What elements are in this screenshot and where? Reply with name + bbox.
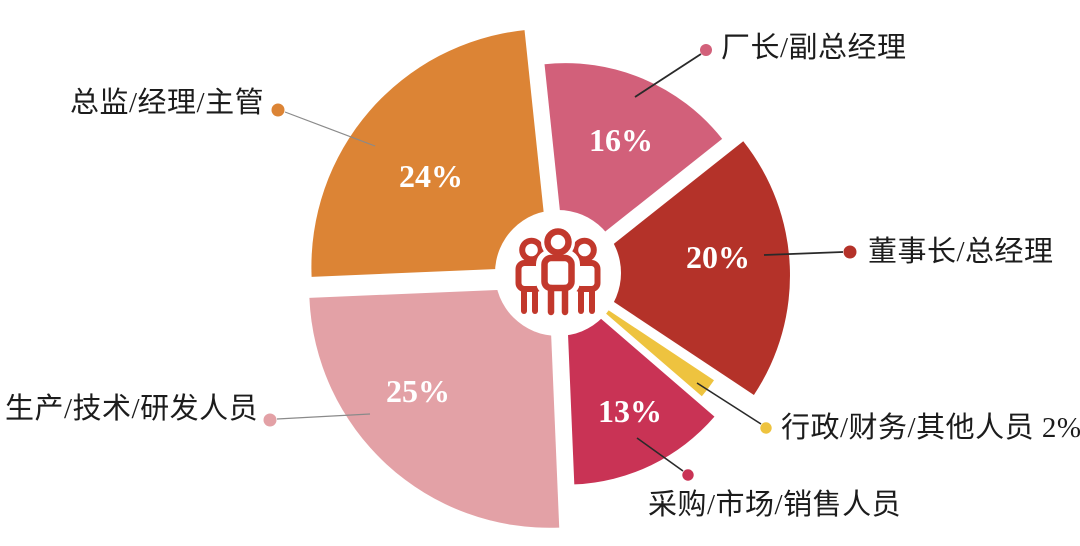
pie-slice-production-tech-rd xyxy=(309,287,560,528)
callout-dot-director-manager-supervisor xyxy=(271,103,285,117)
callout-dot-plant-manager-deputy-gm xyxy=(700,44,712,56)
callout-dot-procurement-marketing-sales xyxy=(682,469,694,481)
callout-leader-layer xyxy=(263,44,857,481)
callout-line-chairman-gm xyxy=(763,251,844,256)
people-group-icon xyxy=(515,225,601,316)
callout-line-production-tech-rd xyxy=(276,413,371,420)
callout-line-plant-manager-deputy-gm xyxy=(634,53,702,98)
callout-production-tech-rd: 生产/技术/研发人员 xyxy=(5,393,259,425)
percent-label-plant-manager-deputy-gm: 16% xyxy=(589,122,653,158)
callout-dot-chairman-gm xyxy=(843,245,857,259)
pie-slice-chairman-gm xyxy=(573,141,790,395)
percent-label-director-manager-supervisor: 24% xyxy=(399,158,463,194)
callout-dot-admin-finance-other xyxy=(760,422,772,434)
callout-procurement-marketing-sales: 采购/市场/销售人员 xyxy=(648,489,902,521)
callout-director-manager-supervisor: 总监/经理/主管 xyxy=(70,87,265,119)
percent-label-chairman-gm: 20% xyxy=(686,239,750,275)
callout-line-director-manager-supervisor xyxy=(284,111,376,147)
pie-slice-admin-finance-other xyxy=(580,291,714,397)
callout-chairman-gm: 董事长/总经理 xyxy=(868,236,1054,268)
callout-admin-finance-other: 行政/财务/其他人员 2% xyxy=(781,412,1080,444)
percent-label-procurement-marketing-sales: 13% xyxy=(598,393,662,429)
pie-slice-procurement-marketing-sales xyxy=(566,288,715,485)
callout-plant-manager-deputy-gm: 厂长/副总经理 xyxy=(721,32,907,64)
pie-slice-director-manager-supervisor xyxy=(311,30,550,277)
pie-slices-layer xyxy=(309,30,790,528)
percent-labels-layer: 16% 20% 13% 25% 24% xyxy=(386,122,750,429)
callout-dot-production-tech-rd xyxy=(263,413,277,427)
callout-line-procurement-marketing-sales xyxy=(636,437,684,472)
pie-slice-plant-manager-deputy-gm xyxy=(544,63,723,264)
callout-line-admin-finance-other xyxy=(696,382,762,425)
percent-label-production-tech-rd: 25% xyxy=(386,373,450,409)
